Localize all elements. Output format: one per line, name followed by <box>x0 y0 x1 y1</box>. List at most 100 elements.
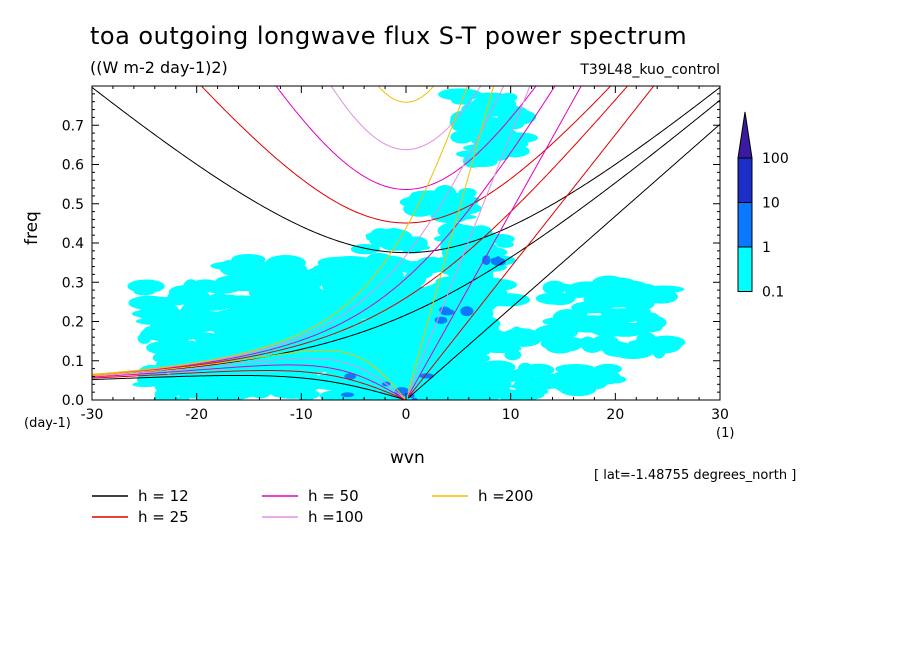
contour-patch-0-3-189 <box>315 349 328 359</box>
curve-h200-mrg <box>92 86 468 375</box>
curve-h25-rossby <box>92 369 407 400</box>
curve-h100-kelvin <box>407 86 531 395</box>
chart-title: toa outgoing longwave flux S-T power spe… <box>90 22 688 50</box>
x-axis-unit: (1) <box>716 426 735 441</box>
colorbar-label-0: 0.1 <box>762 285 784 301</box>
contour-patch-0-8-13 <box>535 292 576 305</box>
contour-patch-0-3-220 <box>226 378 242 396</box>
contour-patch-0-9-19 <box>537 378 555 390</box>
contour-patch-0-2-90 <box>503 328 539 342</box>
contour-patch-0-1-264 <box>250 294 267 301</box>
curve-h12-ig <box>92 86 720 254</box>
curve-h25-kelvin <box>407 86 655 398</box>
contour-patch-0-2-111 <box>449 390 474 400</box>
contour-patch-0-8-70 <box>599 314 629 327</box>
contour-patch-0-8-74 <box>600 296 616 310</box>
contour-patch-0-1-265 <box>380 291 410 304</box>
case-label: T39L48_kuo_control <box>580 62 720 78</box>
contour-patch-0-3-152 <box>249 311 291 328</box>
curve-h200-ig <box>377 86 435 103</box>
colorbar-label-1: 1 <box>762 240 771 256</box>
legend-label-h12: h = 12 <box>138 487 189 505</box>
contour-patch-0-3-214 <box>273 356 312 372</box>
x-axis-label: wvn <box>390 448 425 468</box>
contour-patch-0-3-199 <box>404 311 428 329</box>
contour-patch-0-8-68 <box>595 330 623 337</box>
contour-patch-0-2-103 <box>494 366 516 380</box>
contour-patch-0-1-256 <box>326 278 340 288</box>
contour-patch-0-3-184 <box>321 353 348 361</box>
contour-patch-0-3-149 <box>384 314 409 331</box>
contour-patch-0-3-218 <box>246 361 278 369</box>
contour-patch-0-7-45 <box>468 106 486 124</box>
colorbar-label-2: 10 <box>762 196 780 212</box>
contour-patch-0-1-251 <box>334 258 359 265</box>
contour-patch-0-3-200 <box>338 363 379 370</box>
curve-h100-rossby <box>92 357 407 400</box>
curve-h50-kelvin <box>407 86 582 397</box>
y-tick-label-7: 0.7 <box>62 118 84 134</box>
contour-patch-0-3-188 <box>212 323 233 336</box>
contour-patch-0-9-11 <box>516 387 549 396</box>
dispersion-curves <box>92 86 720 400</box>
contour-patch-0-4-13 <box>366 233 387 242</box>
contour-patch-0-6-17 <box>442 202 482 215</box>
x-tick-label-0: -30 <box>81 407 104 423</box>
units-label: ((W m-2 day-1)2) <box>90 58 228 77</box>
colorbar: 0.1 1 10 100 <box>737 111 789 301</box>
contour-patch-0-9-22 <box>579 376 607 390</box>
contour-patch-0-3-219 <box>253 325 277 342</box>
legend: h = 12 h = 25 h = 50 h =100 h =200 <box>92 487 533 526</box>
legend-label-h50: h = 50 <box>308 487 359 505</box>
curve-h200-kelvin <box>407 86 495 393</box>
contour-patch-1-0-1 <box>419 373 434 379</box>
contour-patch-0-3-204 <box>270 385 291 395</box>
contour-patch-0-8-82 <box>548 344 579 352</box>
contour-patch-0-0-323 <box>323 394 349 400</box>
contour-patch-0-2-79 <box>494 381 510 397</box>
x-tick-label-6: 30 <box>711 407 729 423</box>
contour-patch-0-0-325 <box>127 279 165 294</box>
y-tick-label-5: 0.5 <box>62 197 84 213</box>
curve-h100-ig <box>330 86 482 151</box>
y-axis-unit: (day-1) <box>24 416 71 431</box>
colorbar-label-3: 100 <box>762 151 789 167</box>
x-tick-label-3: 0 <box>402 407 411 423</box>
contour-patch-0-4-10 <box>392 244 431 251</box>
contour-patch-0-3-180 <box>418 380 442 388</box>
axes: -30 -20 -10 0 10 20 30 0.0 0.1 0.2 0.3 0.4 0.5 0.6 0.7 <box>62 86 729 423</box>
contour-patch-0-0-351 <box>209 393 224 400</box>
y-tick-label-2: 0.2 <box>62 315 84 331</box>
curve-h12-rossby <box>92 374 407 400</box>
contour-patch-0-2-25 <box>505 354 520 360</box>
colorbar-swatch-0 <box>737 157 753 203</box>
colorbar-extend <box>737 111 753 159</box>
contour-patch-0-1-244 <box>351 258 388 271</box>
contour-patch-0-1-253 <box>412 263 428 275</box>
contour-patch-0-3-191 <box>313 321 356 329</box>
contour-patch-0-3-203 <box>353 350 379 357</box>
legend-label-h100: h =100 <box>308 508 363 526</box>
contour-patch-0-8-72 <box>644 289 679 304</box>
contour-patch-0-3-208 <box>346 338 371 351</box>
contour-patch-0-3-198 <box>206 335 237 349</box>
contour-patch-1-2-0 <box>482 255 491 266</box>
contour-patch-0-7-44 <box>497 120 524 130</box>
y-tick-label-0: 0.0 <box>62 393 84 409</box>
contour-patch-0-8-76 <box>634 283 656 292</box>
contour-patch-0-3-202 <box>211 346 245 360</box>
contour-patch-0-8-80 <box>591 335 620 349</box>
contour-patch-0-1-210 <box>269 265 283 281</box>
curve-h100-mrg <box>92 86 505 376</box>
contour-patch-1-3-0 <box>411 397 418 400</box>
contour-patch-0-1-193 <box>355 300 377 309</box>
contour-patch-0-3-65 <box>299 307 330 322</box>
contour-patch-0-6-19 <box>408 193 426 204</box>
contour-patch-0-3-193 <box>410 385 449 398</box>
contour-patch-0-8-73 <box>606 292 638 302</box>
contour-patch-0-3-130 <box>370 333 413 344</box>
contour-patch-0-1-185 <box>275 274 317 284</box>
contour-patch-0-8-78 <box>652 340 665 352</box>
curve-h12-mrg <box>92 99 720 377</box>
